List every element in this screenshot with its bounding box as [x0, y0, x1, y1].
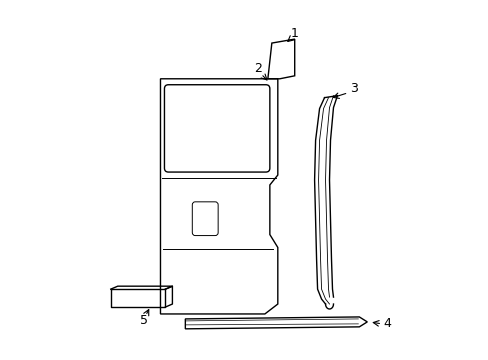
- Text: 4: 4: [383, 318, 390, 330]
- Text: 1: 1: [290, 27, 298, 40]
- Text: 5: 5: [139, 314, 147, 327]
- Text: 3: 3: [350, 82, 358, 95]
- Text: 2: 2: [253, 62, 262, 75]
